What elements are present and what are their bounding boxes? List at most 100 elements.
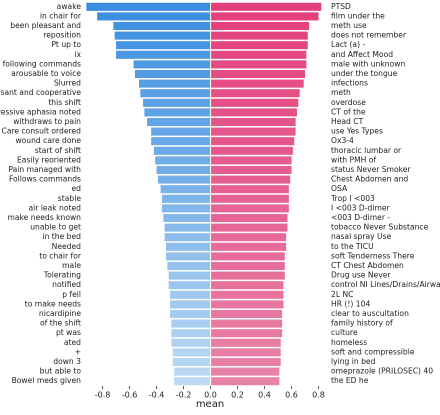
bar-label: use Yes Types xyxy=(331,127,383,136)
bar-label: ix xyxy=(74,50,81,59)
bar-label: control NI Lines/Drains/Airways xyxy=(331,280,440,289)
bar xyxy=(174,377,211,386)
bar-label: ed xyxy=(72,184,82,193)
bar-label: reposition xyxy=(43,31,81,40)
bar-label: family history of xyxy=(331,319,393,328)
bar-label: withdraws to pain xyxy=(13,117,81,126)
bar-label: I <003 D-dimer xyxy=(331,203,391,212)
bar xyxy=(210,137,295,146)
bar xyxy=(210,12,319,21)
bar xyxy=(210,98,299,107)
bar xyxy=(210,329,283,338)
bar-label: this shift xyxy=(48,98,81,107)
bar xyxy=(174,367,211,376)
bar-label: nasal spray Use xyxy=(331,232,392,241)
bar-label: soft and compressible xyxy=(331,347,415,356)
bar-label: lying in bed xyxy=(331,357,376,366)
bar xyxy=(210,300,284,309)
bar-label: Needed xyxy=(52,242,82,251)
bar xyxy=(163,213,211,223)
bar xyxy=(210,319,283,328)
bar xyxy=(164,233,211,242)
bar-label: meth xyxy=(331,88,351,97)
bar-label: following commands xyxy=(3,59,81,68)
x-axis-label: mean xyxy=(196,399,224,410)
bar xyxy=(156,165,211,175)
bar-label: Head CT xyxy=(331,117,364,126)
bar-label: meth use xyxy=(331,21,367,30)
bar xyxy=(160,185,211,194)
bar xyxy=(151,137,211,146)
bar xyxy=(170,290,211,299)
bar-label: notified xyxy=(52,280,81,289)
bar xyxy=(210,185,289,194)
bar-label: Trop I <003 xyxy=(330,194,375,203)
x-tick-label: -0.6 xyxy=(122,391,138,400)
bar-label: Care consult ordered xyxy=(2,127,82,136)
x-tick-label: 0.0 xyxy=(204,391,217,400)
x-tick-label: 0.2 xyxy=(231,391,244,400)
bar xyxy=(171,319,211,328)
bar-label: but able to xyxy=(40,367,82,376)
bar xyxy=(210,79,304,88)
bar xyxy=(97,12,211,21)
bar-label: the ED he xyxy=(331,376,369,385)
bar-label: pt was xyxy=(56,328,81,337)
x-tick-label: -0.8 xyxy=(95,391,111,400)
bar xyxy=(144,108,211,117)
bar-label: to make needs xyxy=(25,299,81,308)
bar xyxy=(210,31,308,40)
bar xyxy=(172,348,211,357)
bar-label: CT Chest Abdomen xyxy=(331,261,404,270)
bar-label: status Never Smoker xyxy=(331,165,411,174)
bar xyxy=(170,300,211,309)
bar-label: Slurred xyxy=(54,79,81,88)
bar-label: CT of the xyxy=(331,107,366,116)
bar-label: soft Tenderness There xyxy=(331,251,415,260)
bar-label: been pleasant and xyxy=(10,21,81,30)
bar xyxy=(140,89,211,98)
bar-label: culture xyxy=(331,328,358,337)
bar xyxy=(210,204,289,213)
bar xyxy=(210,108,297,117)
bar-label: Easily reoriented xyxy=(17,155,81,164)
bar xyxy=(210,338,281,347)
bar xyxy=(210,146,293,155)
bar xyxy=(170,309,211,319)
bar xyxy=(210,89,300,98)
bar xyxy=(143,98,211,107)
bar-label: clear to auscultation xyxy=(331,309,409,318)
bar xyxy=(164,223,211,232)
bar xyxy=(210,41,308,50)
bar-label: film under the xyxy=(331,11,385,20)
bar xyxy=(210,357,281,367)
bar-label: ated xyxy=(64,338,81,347)
bar xyxy=(210,60,307,69)
bar xyxy=(134,69,211,79)
bar-label: to chair for xyxy=(39,251,82,260)
x-tick-label: -0.2 xyxy=(176,391,192,400)
x-tick-label: 0.8 xyxy=(312,391,325,400)
bar-label: homeless xyxy=(331,338,367,347)
bar xyxy=(114,31,211,40)
bar xyxy=(155,156,211,165)
bar-label: start of shift xyxy=(35,146,81,155)
bar-label: 2L NC xyxy=(331,290,353,299)
bar-label: of the shift xyxy=(40,319,81,328)
bar xyxy=(210,348,281,357)
x-tick-label: 0.6 xyxy=(285,391,298,400)
bar xyxy=(147,117,211,127)
bar xyxy=(210,213,288,223)
bar xyxy=(210,223,288,232)
bar-label: pleasant and cooperative xyxy=(0,88,81,97)
bar xyxy=(210,194,289,203)
bar xyxy=(210,271,285,280)
bar xyxy=(210,50,307,59)
bar xyxy=(113,21,211,31)
bar-label: Tolerating xyxy=(43,271,81,280)
bar xyxy=(116,50,211,59)
bar-label: PTSD xyxy=(331,2,351,11)
x-tick-label: -0.4 xyxy=(149,391,165,400)
bar xyxy=(210,2,322,11)
